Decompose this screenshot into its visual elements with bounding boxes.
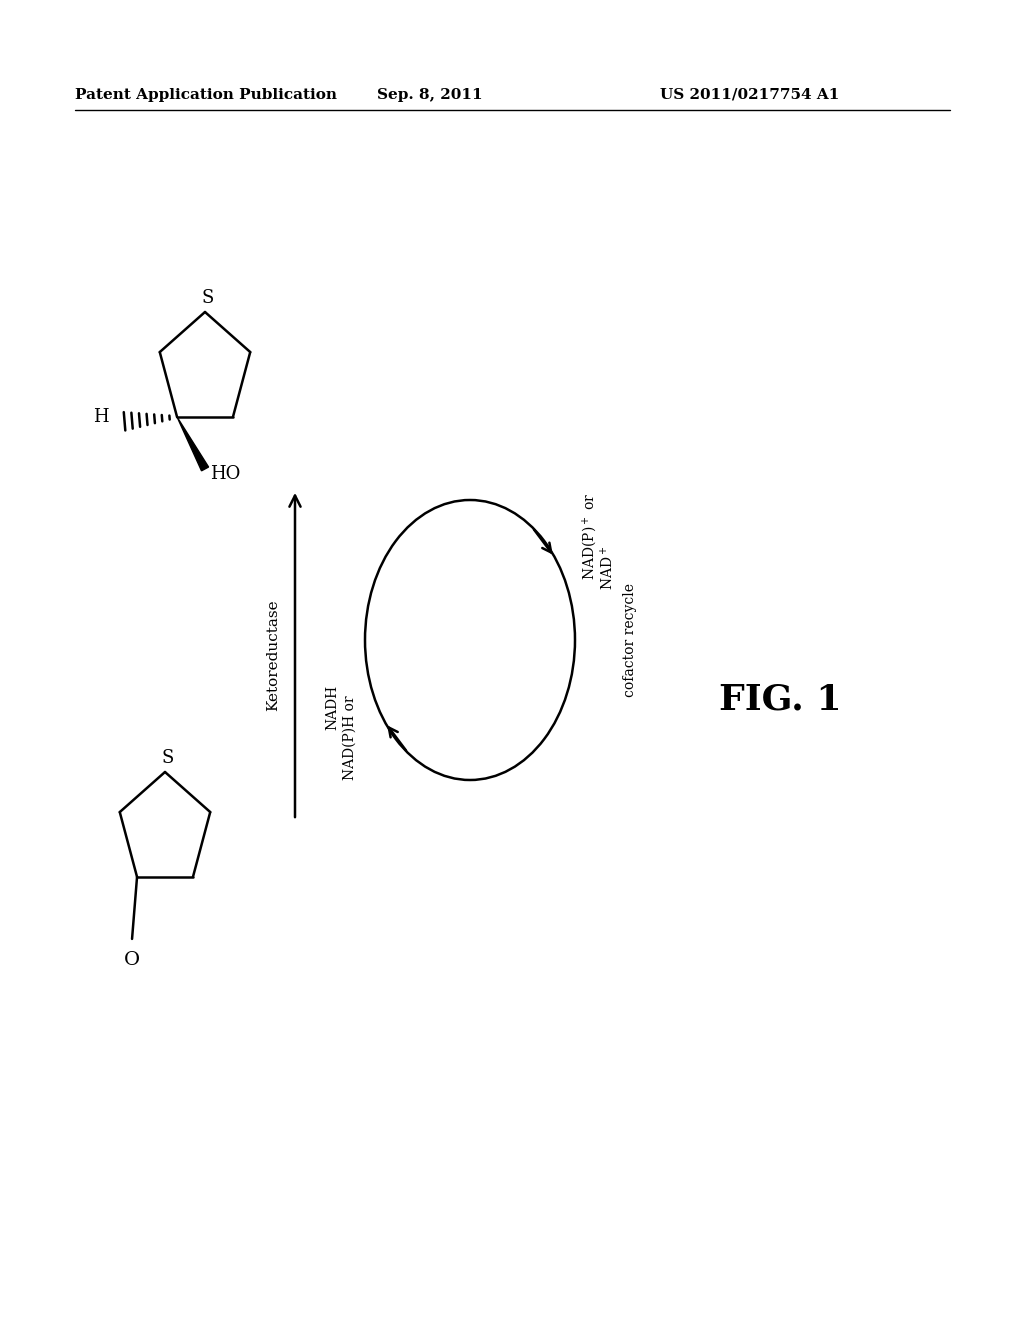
Polygon shape xyxy=(177,417,209,471)
Text: FIG. 1: FIG. 1 xyxy=(719,682,842,717)
Text: Patent Application Publication: Patent Application Publication xyxy=(75,88,337,102)
Text: O: O xyxy=(124,950,140,969)
Text: NADH: NADH xyxy=(325,685,339,730)
Text: HO: HO xyxy=(210,465,241,483)
Text: NAD(P)H or: NAD(P)H or xyxy=(343,696,357,780)
Text: US 2011/0217754 A1: US 2011/0217754 A1 xyxy=(660,88,840,102)
Text: S: S xyxy=(202,289,214,308)
Text: Ketoreductase: Ketoreductase xyxy=(266,599,280,710)
Text: NAD$^+$: NAD$^+$ xyxy=(599,545,616,590)
Text: H: H xyxy=(93,408,109,426)
Text: cofactor recycle: cofactor recycle xyxy=(623,583,637,697)
Text: S: S xyxy=(162,748,174,767)
Text: Sep. 8, 2011: Sep. 8, 2011 xyxy=(377,88,482,102)
Text: NAD(P)$^+$ or: NAD(P)$^+$ or xyxy=(581,492,599,579)
